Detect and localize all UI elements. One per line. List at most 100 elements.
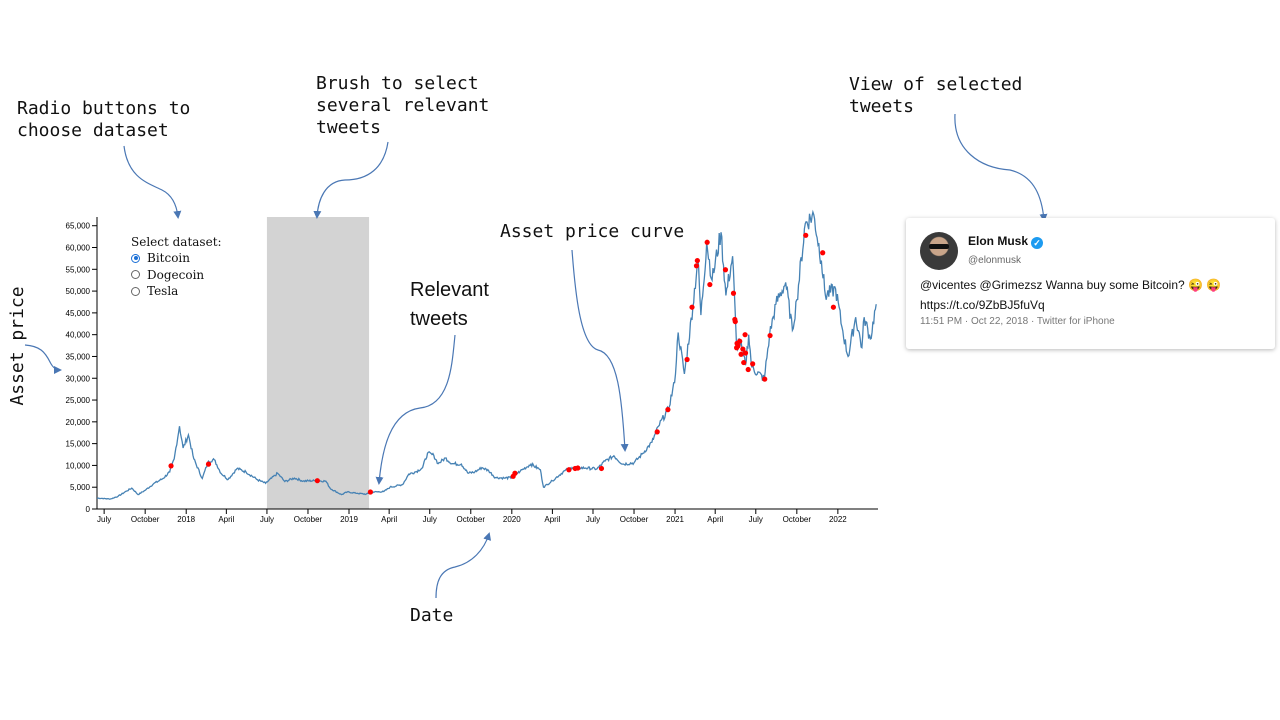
x-tick-label: October — [131, 515, 160, 524]
x-tick-label: October — [620, 515, 649, 524]
tweet-meta: 11:51 PM · Oct 22, 2018 · Twitter for iP… — [920, 316, 1115, 327]
arrow-date — [435, 532, 492, 599]
radio-button-icon[interactable] — [131, 253, 140, 263]
tweet-point[interactable] — [665, 407, 671, 413]
radio-option-label: Dogecoin — [147, 267, 205, 282]
arrow-brush — [313, 141, 389, 219]
tweet-point[interactable] — [820, 250, 826, 256]
tweet-point[interactable] — [693, 263, 700, 269]
tweet-point[interactable] — [735, 343, 741, 349]
tweet-point[interactable] — [732, 318, 738, 325]
y-tick-label: 15,000 — [66, 440, 91, 449]
x-tick-label: October — [294, 515, 323, 524]
tweet-point[interactable] — [741, 359, 747, 366]
tweet-point[interactable] — [750, 361, 756, 367]
x-tick-label: July — [749, 515, 763, 524]
x-tick-label: 2019 — [340, 515, 358, 524]
y-tick-label: 30,000 — [66, 374, 91, 383]
tweet-point[interactable] — [745, 366, 751, 373]
y-tick-label: 50,000 — [66, 287, 91, 296]
tweet-point[interactable] — [704, 239, 710, 245]
tweet-point[interactable] — [566, 467, 572, 473]
y-tick-label: 25,000 — [66, 396, 91, 405]
radio-button-icon[interactable] — [131, 270, 140, 280]
y-tick-label: 20,000 — [66, 418, 91, 427]
arrow-view — [954, 113, 1048, 222]
tweet-point[interactable] — [684, 356, 690, 363]
tweet-point[interactable] — [762, 376, 768, 382]
x-tick-label: April — [544, 515, 560, 524]
y-tick-label: 65,000 — [66, 222, 91, 231]
tweet-point[interactable] — [168, 463, 174, 469]
y-axis: 0 5,000 10,000 15,000 20,000 25,000 30,000 35,0… — [66, 217, 98, 514]
radio-option-tesla[interactable]: Tesla — [131, 283, 222, 300]
x-tick-label: 2022 — [829, 515, 847, 524]
annotation-asset-price: Asset price — [7, 286, 28, 406]
annotation-view: View of selected tweets — [849, 74, 1023, 117]
tweet-point[interactable] — [767, 332, 773, 339]
tweet-point[interactable] — [803, 232, 809, 238]
x-tick-label: 2018 — [177, 515, 195, 524]
y-tick-label: 45,000 — [66, 309, 91, 318]
tweet-point[interactable] — [575, 465, 581, 471]
tweet-points[interactable] — [168, 232, 836, 495]
y-tick-label: 55,000 — [66, 265, 91, 274]
tweet-point[interactable] — [830, 304, 836, 310]
x-tick-label: July — [423, 515, 437, 524]
tweet-point[interactable] — [694, 257, 700, 264]
x-tick-label: April — [218, 515, 234, 524]
annotation-date: Date — [410, 605, 454, 626]
radio-option-dogecoin[interactable]: Dogecoin — [131, 267, 222, 284]
tweet-author-name[interactable]: Elon Musk ✓ — [968, 234, 1044, 249]
arrow-asset-price — [24, 344, 62, 374]
tweet-point[interactable] — [742, 350, 749, 356]
author-name-text: Elon Musk — [968, 234, 1029, 248]
annotation-arrows — [24, 113, 1048, 599]
tweet-text: @vicentes @Grimezsz Wanna buy some Bitco… — [920, 278, 1222, 312]
y-tick-label: 10,000 — [66, 461, 91, 470]
tweet-point[interactable] — [738, 351, 744, 357]
radio-button-icon[interactable] — [131, 286, 140, 296]
checkmark-badge-icon: ✓ — [1031, 237, 1044, 249]
arrow-radio — [123, 145, 182, 219]
radio-option-label: Bitcoin — [147, 251, 190, 266]
x-tick-label: 2020 — [503, 515, 521, 524]
tweet-point[interactable] — [367, 489, 374, 495]
tweet-point[interactable] — [598, 465, 605, 472]
x-tick-label: April — [707, 515, 723, 524]
tweet-point[interactable] — [512, 470, 518, 476]
x-tick-label: October — [457, 515, 486, 524]
tweet-point[interactable] — [740, 346, 746, 352]
brush-selection[interactable] — [266, 217, 370, 509]
annotation-relevant: Relevant tweets — [410, 279, 489, 330]
tweet-author-handle[interactable]: @elonmusk — [968, 255, 1021, 266]
y-tick-label: 0 — [86, 505, 91, 514]
radio-option-bitcoin[interactable]: Bitcoin — [131, 250, 222, 267]
annotation-brush: Brush to select several relevant tweets — [316, 73, 490, 138]
radio-group-title: Select dataset: — [131, 235, 222, 249]
tweet-point[interactable] — [314, 478, 320, 484]
y-tick-label: 5,000 — [70, 483, 91, 492]
tweet-point[interactable] — [707, 281, 713, 288]
tweet-point[interactable] — [737, 338, 743, 344]
user-avatar-icon[interactable] — [920, 232, 958, 270]
x-tick-label: July — [586, 515, 600, 524]
tweet-point[interactable] — [742, 332, 748, 338]
tweet-card[interactable]: Elon Musk ✓ @elonmusk @vicentes @Grimezsz… — [906, 218, 1275, 349]
y-tick-label: 35,000 — [66, 352, 91, 361]
y-tick-label: 60,000 — [66, 244, 91, 253]
radio-option-label: Tesla — [147, 284, 179, 299]
tweet-point[interactable] — [689, 304, 695, 310]
x-tick-label: 2021 — [666, 515, 684, 524]
tweet-point[interactable] — [722, 267, 729, 273]
tweet-point[interactable] — [205, 461, 212, 467]
dataset-radio-group: Select dataset: Bitcoin Dogecoin Tesla — [131, 235, 222, 300]
arrow-relevant — [375, 334, 456, 485]
tweet-point[interactable] — [654, 429, 660, 435]
price-line — [96, 209, 877, 500]
tweet-point[interactable] — [730, 290, 737, 296]
x-tick-label: April — [381, 515, 397, 524]
arrow-asset-curve — [571, 249, 629, 452]
annotation-radio: Radio buttons to choose dataset — [17, 98, 191, 141]
